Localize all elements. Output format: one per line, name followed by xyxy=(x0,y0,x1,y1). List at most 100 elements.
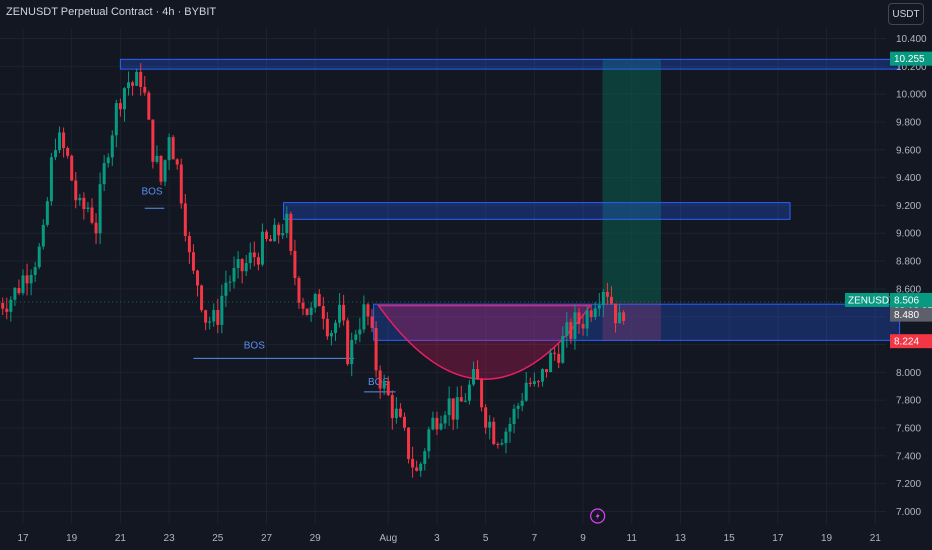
candle-body xyxy=(305,308,309,315)
candle-body xyxy=(62,132,66,149)
candle-body xyxy=(565,322,569,337)
candle-body xyxy=(265,231,268,239)
candle-body xyxy=(252,252,256,258)
candle-body xyxy=(232,268,236,282)
candle-body xyxy=(179,164,183,204)
x-tick-label: 7 xyxy=(532,533,538,544)
x-tick-label: 21 xyxy=(115,533,127,544)
candle-body xyxy=(471,369,475,385)
candle-body xyxy=(70,155,74,181)
candle-body xyxy=(366,304,370,317)
candle-body xyxy=(49,157,53,202)
y-tick-label: 9.000 xyxy=(896,229,921,240)
candle-body xyxy=(78,197,82,201)
candle-body xyxy=(260,231,264,265)
candle-body xyxy=(419,463,423,471)
candle-body xyxy=(378,370,382,389)
candle-body xyxy=(512,408,516,424)
candle-body xyxy=(269,238,273,242)
y-tick-label: 7.000 xyxy=(896,507,921,518)
candle-body xyxy=(333,322,337,334)
y-tick-label: 10.200 xyxy=(896,62,927,73)
candle-body xyxy=(127,82,131,89)
candle-body xyxy=(553,352,557,354)
candle-body xyxy=(196,270,200,286)
candle-body xyxy=(122,88,126,110)
candle-body xyxy=(362,304,366,330)
zone-demand xyxy=(373,303,901,341)
candle-body xyxy=(200,285,204,311)
x-tick-label: 5 xyxy=(483,533,489,544)
candle-body xyxy=(354,334,358,340)
x-tick-label: 23 xyxy=(164,533,176,544)
candle-body xyxy=(398,408,402,417)
symbol-tag xyxy=(845,292,889,307)
candle-body xyxy=(463,400,467,402)
candle-body xyxy=(435,417,439,430)
price-tag-stop-text: 8.224 xyxy=(894,337,919,348)
candle-body xyxy=(212,310,216,322)
currency-button[interactable]: USDT xyxy=(888,3,924,25)
candle-body xyxy=(467,384,471,401)
candle-body xyxy=(609,296,613,304)
candle-body xyxy=(577,312,581,324)
candle-body xyxy=(569,322,573,339)
candle-body xyxy=(394,408,398,419)
candle-body xyxy=(338,304,342,323)
candle-body xyxy=(325,318,329,337)
candle-body xyxy=(9,299,13,312)
candle-body xyxy=(532,381,536,385)
candle-body xyxy=(561,336,565,363)
x-tick-label: 17 xyxy=(17,533,29,544)
candle-body xyxy=(593,308,597,318)
candle-body xyxy=(476,369,480,380)
x-tick-label: 27 xyxy=(261,533,273,544)
candle-body xyxy=(431,417,435,430)
candle-body xyxy=(163,160,167,182)
candle-body xyxy=(342,304,346,321)
candle-body xyxy=(374,328,378,371)
y-tick-label: 9.200 xyxy=(896,201,921,212)
candles xyxy=(0,63,626,478)
candle-body xyxy=(273,224,277,242)
candle-body xyxy=(248,252,252,264)
candle-body xyxy=(500,443,504,445)
candle-body xyxy=(390,395,394,419)
candle-body xyxy=(110,135,114,158)
price-tag-stop xyxy=(890,334,932,349)
y-tick-label: 7.400 xyxy=(896,451,921,462)
candle-body xyxy=(540,369,544,382)
candle-body xyxy=(382,381,386,389)
candle-body xyxy=(480,379,484,408)
candle-body xyxy=(216,310,220,325)
candle-body xyxy=(557,353,561,363)
candle-body xyxy=(358,329,362,335)
candle-body xyxy=(321,306,325,319)
candle-body xyxy=(350,339,354,365)
x-tick-label: 19 xyxy=(66,533,78,544)
candle-body xyxy=(220,295,224,325)
candle-body xyxy=(66,148,70,156)
candle-body xyxy=(131,82,135,86)
candle-body xyxy=(618,312,622,324)
candle-body xyxy=(29,274,33,284)
y-tick-label: 8.600 xyxy=(896,284,921,295)
candle-body xyxy=(155,155,159,162)
y-tick-label: 10.000 xyxy=(896,90,927,101)
candle-body xyxy=(175,159,179,165)
price-tag-target xyxy=(890,51,932,66)
y-tick-label: 8.000 xyxy=(896,368,921,379)
candle-body xyxy=(17,287,21,294)
candle-body xyxy=(589,310,593,318)
candle-body xyxy=(208,321,212,323)
x-tick-label: 19 xyxy=(821,533,833,544)
x-tick-label: 25 xyxy=(212,533,224,544)
candle-body xyxy=(94,222,98,234)
x-tick-label: 3 xyxy=(434,533,440,544)
y-tick-label: 8.800 xyxy=(896,257,921,268)
price-tag-entry xyxy=(890,307,932,322)
candle-body xyxy=(508,423,512,432)
candle-body xyxy=(21,275,25,294)
candle-body xyxy=(13,287,17,300)
